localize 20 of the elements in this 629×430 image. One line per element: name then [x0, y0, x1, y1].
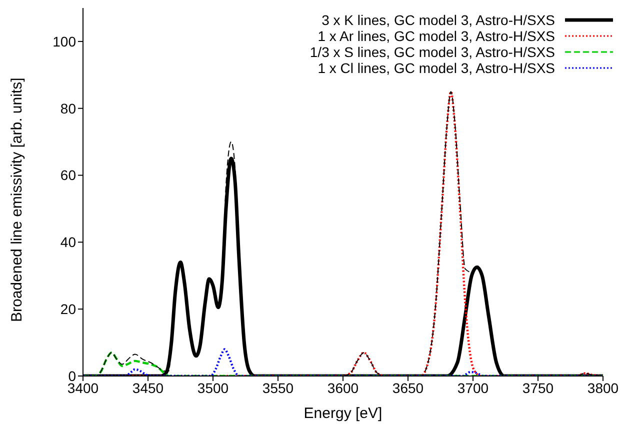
x-tick-label: 3800: [587, 380, 619, 396]
y-tick-label: 20: [60, 301, 76, 318]
y-tick-label: 100: [52, 33, 76, 50]
y-tick-label: 80: [60, 100, 76, 116]
x-axis-title: Energy [eV]: [304, 405, 382, 422]
x-tick-label: 3750: [522, 380, 554, 396]
legend-label: 1/3 x S lines, GC model 3, Astro-H/SXS: [310, 44, 555, 60]
y-tick-label: 0: [68, 368, 76, 384]
y-axis-title: Broadened line emissivity [arb. units]: [8, 78, 26, 322]
x-tick-label: 3650: [392, 380, 424, 396]
legend-label: 3 x K lines, GC model 3, Astro-H/SXS: [322, 12, 555, 28]
legend-label: 1 x Ar lines, GC model 3, Astro-H/SXS: [318, 28, 555, 44]
legend-label: 1 x Cl lines, GC model 3, Astro-H/SXS: [318, 60, 555, 76]
x-tick-label: 3700: [457, 380, 489, 396]
y-tick-label: 60: [60, 167, 76, 184]
x-tick-label: 3550: [262, 380, 294, 396]
x-tick-label: 3500: [197, 380, 229, 396]
x-tick-label: 3450: [132, 380, 164, 396]
y-tick-label: 40: [60, 234, 76, 250]
x-tick-label: 3600: [327, 380, 359, 396]
